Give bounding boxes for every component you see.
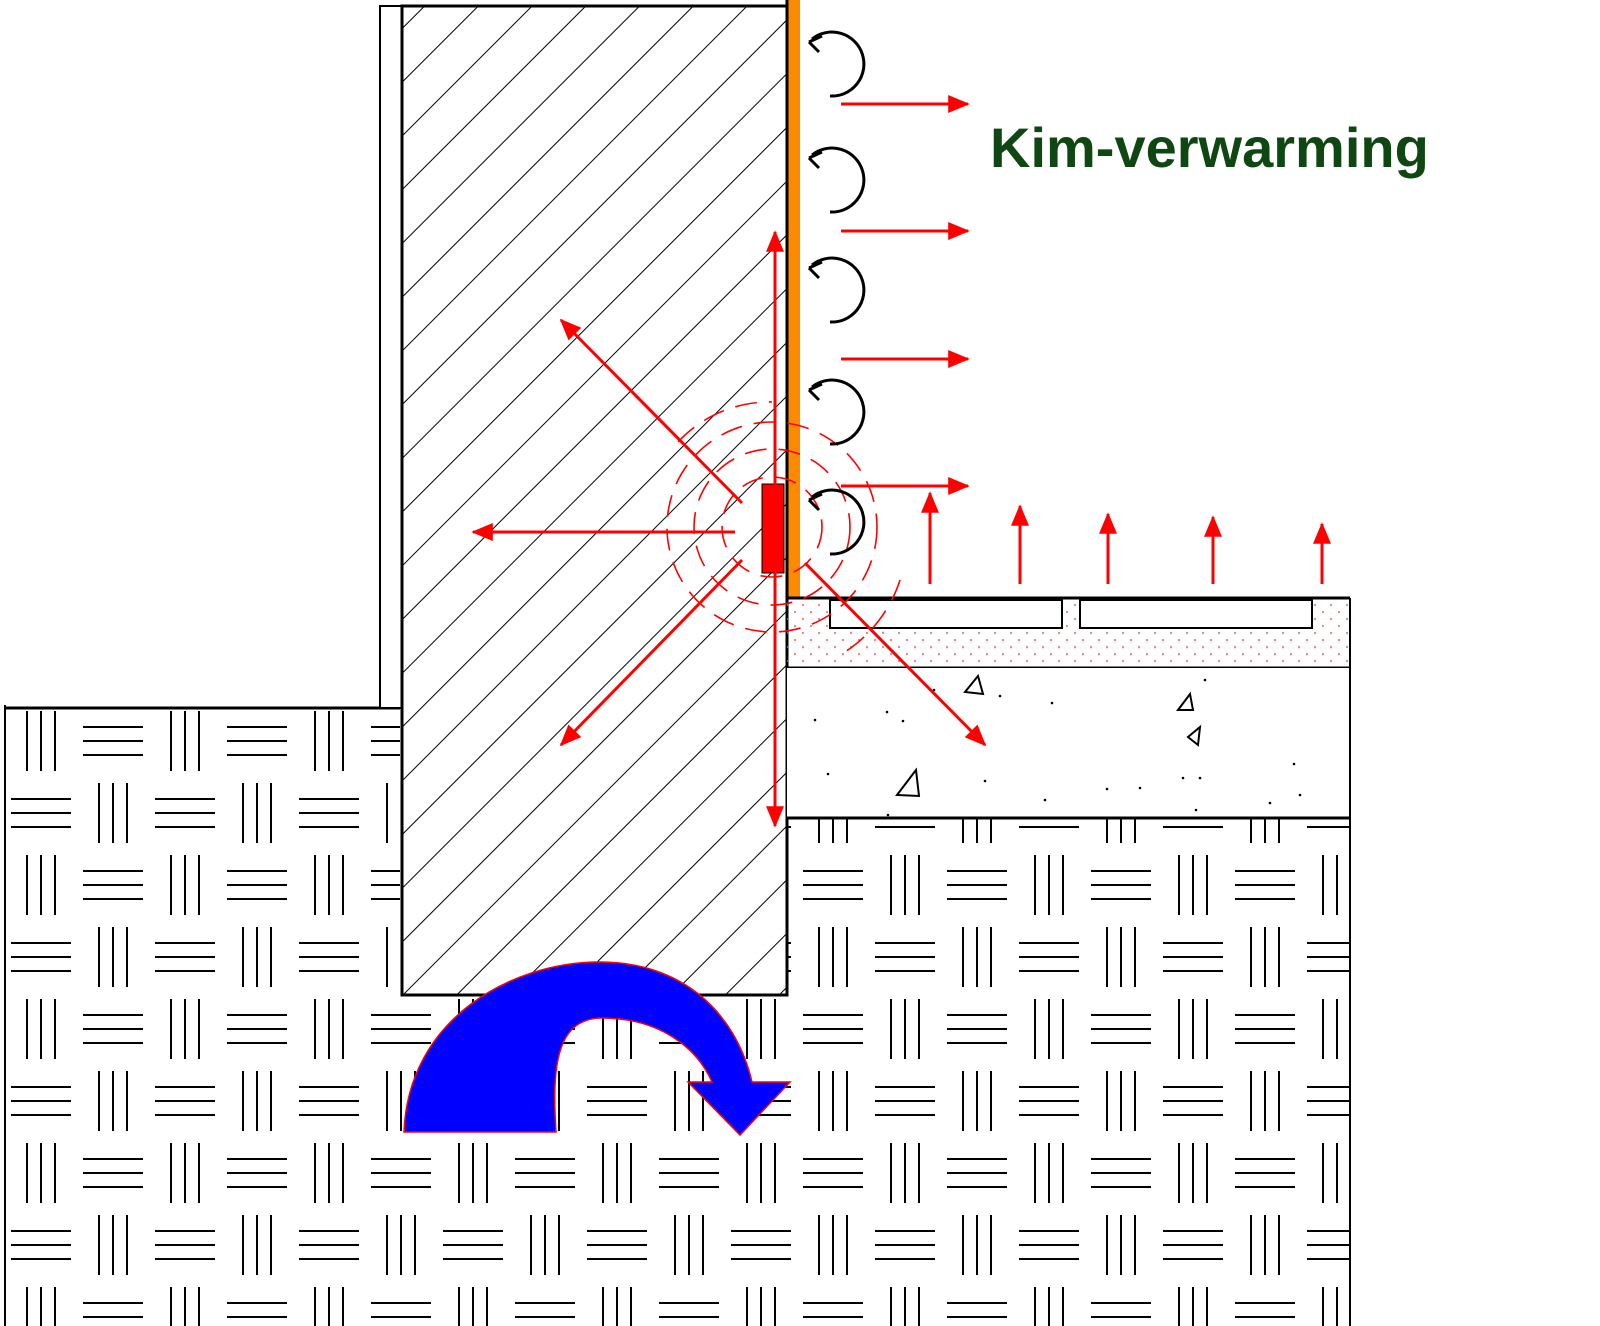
- heating-element: [761, 483, 785, 574]
- diagram-title: Kim-verwarming: [990, 116, 1429, 179]
- curved-arrow-icon: [403, 961, 792, 1137]
- floor-heat-arrows: [921, 491, 1331, 584]
- convection-arrows: [807, 30, 866, 556]
- circular-arrow-icon: [807, 378, 866, 446]
- circular-arrow-icon: [807, 256, 866, 324]
- skirting-heater-strip: [788, 0, 800, 598]
- outer-finish-layer: [379, 5, 403, 709]
- concrete-layer: [787, 668, 1351, 820]
- circular-arrow-icon: [807, 146, 866, 214]
- arrow-icon: [803, 561, 987, 747]
- room-heat-arrows: [841, 95, 970, 495]
- circular-arrow-icon: [807, 30, 866, 98]
- wall: [400, 4, 789, 997]
- arrow-icon: [559, 558, 744, 747]
- heat-radiation-rings: [666, 401, 901, 656]
- floor-tile: [1079, 599, 1313, 629]
- arrow-icon: [559, 318, 744, 505]
- heat-flow-arrows: [471, 230, 987, 828]
- circular-arrow-icon: [807, 488, 866, 556]
